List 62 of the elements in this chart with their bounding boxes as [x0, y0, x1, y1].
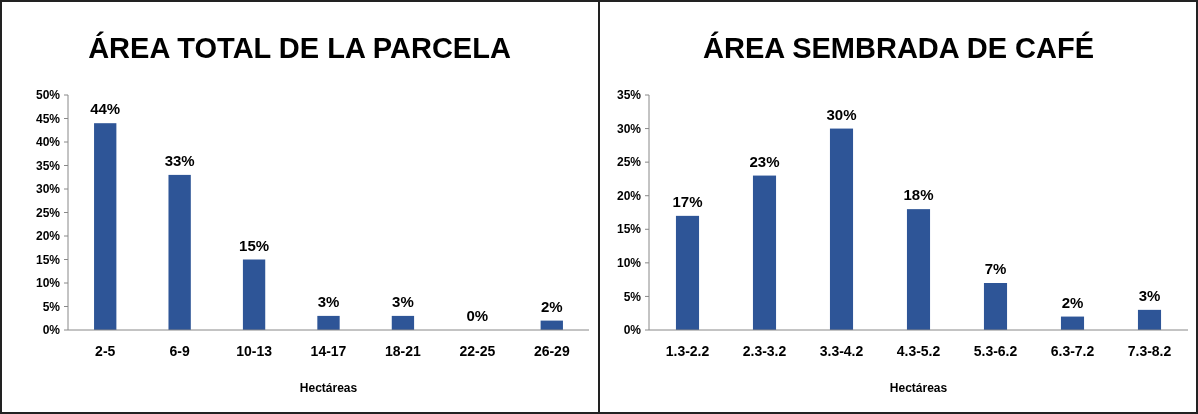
x-tick-label: 4.3-5.2	[896, 343, 941, 359]
y-tick-label: 50%	[35, 88, 61, 103]
bar	[94, 123, 117, 330]
chart-title: ÁREA TOTAL DE LA PARCELA	[88, 31, 511, 64]
bar	[168, 174, 191, 330]
x-tick-label: 1.3-2.2	[665, 343, 710, 359]
data-label: 18%	[903, 186, 934, 204]
bar	[983, 283, 1008, 330]
y-tick-label: 20%	[616, 188, 642, 203]
y-tick-label: 35%	[35, 158, 61, 173]
data-label: 3%	[1138, 286, 1161, 304]
bar	[906, 209, 931, 330]
data-label: 0%	[466, 307, 489, 324]
data-label: 15%	[239, 236, 270, 254]
bar	[829, 128, 854, 330]
y-tick-label: 35%	[616, 88, 642, 103]
x-tick-label: 22-25	[459, 343, 496, 359]
data-label: 3%	[317, 292, 340, 310]
x-axis-title: Hectáreas	[889, 381, 948, 395]
x-tick-label: 26-29	[533, 343, 570, 359]
bar	[1137, 309, 1162, 330]
x-tick-label: 18-21	[385, 343, 422, 359]
data-label: 23%	[749, 152, 780, 170]
y-tick-label: 15%	[616, 222, 642, 237]
data-label: 17%	[672, 192, 703, 210]
y-tick-label: 30%	[616, 121, 642, 136]
y-tick-label: 25%	[616, 155, 642, 170]
data-label: 2%	[1061, 293, 1084, 311]
y-tick-label: 40%	[35, 135, 61, 150]
x-tick-label: 5.3-6.2	[973, 343, 1018, 359]
y-tick-label: 10%	[616, 256, 642, 271]
bar	[242, 259, 266, 330]
y-tick-label: 5%	[42, 299, 61, 314]
y-tick-label: 0%	[623, 323, 642, 338]
data-label: 3%	[392, 292, 414, 310]
x-tick-label: 7.3-8.2	[1127, 343, 1172, 359]
y-tick-label: 20%	[35, 229, 61, 244]
bar	[391, 315, 415, 330]
x-tick-label: 10-13	[236, 343, 273, 359]
y-tick-label: 10%	[35, 276, 61, 291]
bar	[675, 215, 700, 330]
data-label: 7%	[984, 260, 1007, 277]
y-tick-label: 5%	[623, 289, 642, 304]
data-label: 30%	[826, 105, 857, 123]
bar	[752, 175, 777, 330]
x-tick-label: 3.3-4.2	[819, 343, 864, 359]
x-tick-label: 14-17	[310, 343, 347, 359]
y-tick-label: 30%	[35, 182, 61, 197]
x-tick-label: 6-9	[169, 343, 190, 359]
y-tick-label: 25%	[35, 205, 61, 220]
x-axis-title: Hectáreas	[299, 381, 358, 395]
x-tick-label: 2.3-3.2	[742, 343, 787, 359]
data-label: 2%	[540, 297, 563, 315]
data-label: 33%	[164, 151, 195, 169]
x-tick-label: 2-5	[95, 343, 116, 359]
bar	[317, 315, 340, 330]
y-tick-label: 45%	[35, 111, 61, 126]
x-tick-label: 6.3-7.2	[1050, 343, 1095, 359]
data-label: 44%	[90, 100, 121, 118]
chart-title: ÁREA SEMBRADA DE CAFÉ	[703, 31, 1094, 64]
y-tick-label: 15%	[35, 252, 61, 267]
y-tick-label: 0%	[42, 323, 61, 338]
